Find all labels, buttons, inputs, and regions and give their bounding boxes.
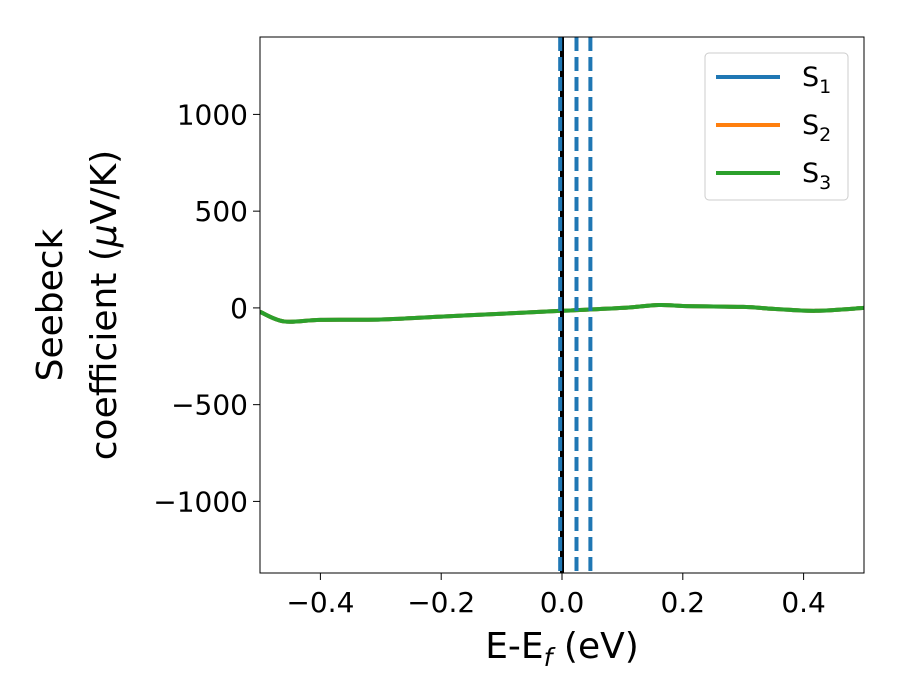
y-tick-label: −1000: [153, 485, 248, 518]
series-layer: [260, 302, 864, 324]
y-tick-label: 1000: [177, 98, 248, 131]
x-tick-label: −0.2: [407, 586, 475, 619]
x-axis-label: E-Ef (eV): [485, 626, 639, 672]
legend-entry-s2: S2: [716, 110, 831, 146]
legend-label: S2: [802, 110, 831, 146]
x-tick-label: 0.4: [781, 586, 826, 619]
legend: S1 S2 S3: [704, 52, 849, 201]
x-axis-label-rest: (eV): [552, 626, 638, 667]
y-ticks: −1000 −500 0 500 1000: [153, 98, 260, 518]
x-tick-label: −0.4: [286, 586, 354, 619]
legend-entry-s1: S1: [716, 62, 831, 98]
x-tick-label: 0.2: [661, 586, 706, 619]
x-ticks: −0.4 −0.2 0.0 0.2 0.4: [286, 573, 826, 619]
y-axis-label-line2: coefficient (μV/K): [84, 150, 125, 460]
legend-entry-s3: S3: [716, 158, 831, 194]
y-tick-label: 500: [195, 195, 248, 228]
legend-label: S3: [802, 158, 831, 194]
y-axis-label: Seebeck coefficient (μV/K): [30, 150, 125, 460]
y-axis-label-line1: Seebeck: [30, 228, 71, 381]
legend-label: S1: [802, 62, 831, 98]
series-line-s3: [260, 302, 864, 324]
y-tick-label: −500: [171, 389, 248, 422]
y-tick-label: 0: [230, 292, 248, 325]
x-axis-label-main: E-E: [485, 626, 543, 667]
x-tick-label: 0.0: [540, 586, 585, 619]
vertical-lines-layer: [558, 37, 593, 573]
mu-symbol: μ: [84, 224, 125, 248]
